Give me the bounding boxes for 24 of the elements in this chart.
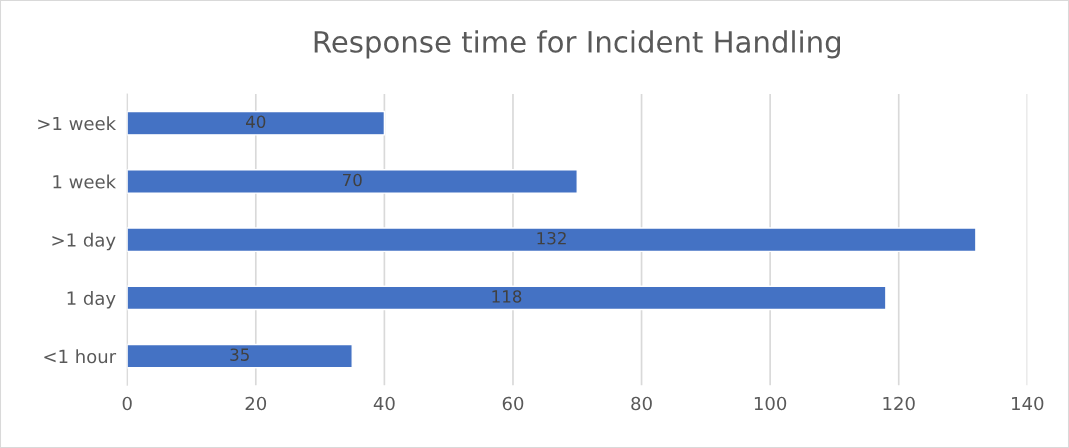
x-tick-label: 140 xyxy=(1012,396,1044,411)
bar xyxy=(127,343,353,369)
data-label: 118 xyxy=(492,290,522,303)
data-label: 132 xyxy=(537,231,566,245)
y-tick-label: >1 day xyxy=(52,232,116,251)
x-tick-label: 100 xyxy=(754,396,787,411)
data-label: 40 xyxy=(246,115,266,129)
data-label: 70 xyxy=(343,173,362,187)
x-tick-label: 120 xyxy=(883,396,915,411)
x-tick-label: 20 xyxy=(245,396,267,411)
y-tick-label: >1 week xyxy=(38,116,117,131)
x-tick-label: 60 xyxy=(502,396,524,411)
bar xyxy=(127,285,887,311)
x-tick-label: 80 xyxy=(631,396,652,411)
y-tick-label: <1 hour xyxy=(44,349,117,364)
data-label: 35 xyxy=(230,348,249,361)
x-tick-label: 0 xyxy=(122,396,132,411)
y-tick-label: 1 day xyxy=(67,291,116,309)
bar xyxy=(127,110,386,136)
x-tick-label: 40 xyxy=(373,396,395,411)
chart-title: Response time for Incident Handling xyxy=(314,30,840,59)
bar xyxy=(127,169,578,194)
y-tick-label: 1 week xyxy=(53,174,117,189)
bar xyxy=(127,227,977,253)
